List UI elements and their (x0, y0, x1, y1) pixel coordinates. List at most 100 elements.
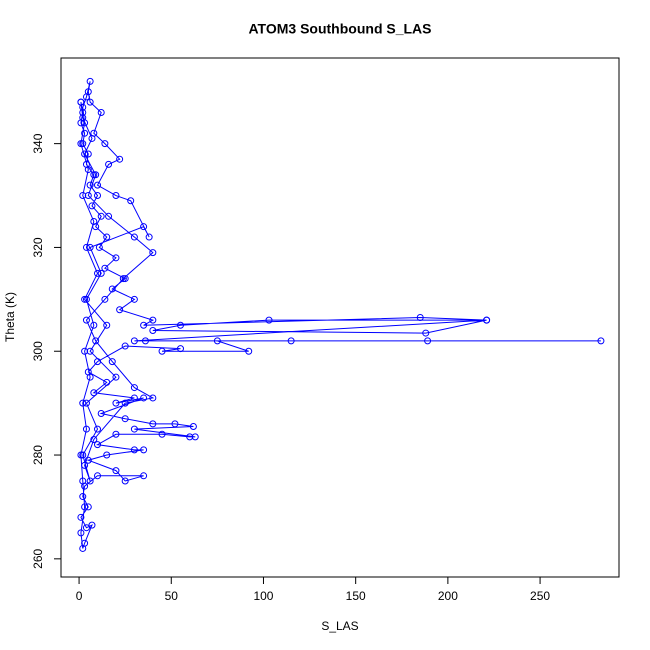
point (77, 140, 85, 148)
point (116, 306, 124, 314)
point (422, 329, 430, 337)
x-axis-label: S_LAS (321, 619, 358, 633)
x-tick-label: 0 (76, 589, 83, 603)
point (116, 155, 124, 163)
point (140, 394, 148, 402)
point (94, 472, 102, 480)
point (79, 114, 87, 122)
point (158, 347, 166, 355)
point (130, 295, 138, 303)
point (90, 435, 98, 443)
point (103, 321, 111, 329)
point (82, 425, 90, 433)
point (130, 425, 138, 433)
chart-title: ATOM3 Southbound S_LAS (248, 21, 431, 37)
y-tick-label: 340 (31, 133, 45, 153)
point (90, 217, 98, 225)
point (81, 295, 89, 303)
point (79, 544, 87, 552)
point (82, 295, 90, 303)
x-tick-label: 50 (165, 589, 179, 603)
point (130, 337, 138, 345)
point (101, 264, 109, 272)
point (141, 337, 149, 345)
point (121, 477, 129, 485)
point (112, 467, 120, 475)
point (158, 430, 166, 438)
point (79, 399, 87, 407)
point (79, 477, 87, 485)
point (86, 243, 94, 251)
point (90, 321, 98, 329)
point (112, 192, 120, 200)
point (213, 337, 221, 345)
y-tick-label: 300 (31, 341, 45, 361)
point (245, 347, 253, 355)
point (86, 373, 94, 381)
point (140, 446, 148, 454)
point (97, 410, 105, 418)
point (108, 285, 116, 293)
point (171, 420, 179, 428)
point (149, 249, 157, 257)
point (101, 140, 109, 148)
point (79, 108, 87, 116)
point (86, 77, 94, 85)
point (77, 529, 85, 537)
point (105, 160, 113, 168)
point (94, 192, 102, 200)
point (97, 108, 105, 116)
point (149, 420, 157, 428)
point (77, 513, 85, 521)
point (149, 326, 157, 334)
point (97, 212, 105, 220)
point (176, 321, 184, 329)
point (79, 451, 87, 459)
point (483, 316, 491, 324)
point (82, 316, 90, 324)
point (86, 181, 94, 189)
point (84, 150, 92, 158)
point (101, 295, 109, 303)
point (77, 451, 85, 459)
point (84, 166, 92, 174)
point (86, 347, 94, 355)
point (119, 275, 127, 283)
y-tick-label: 280 (31, 445, 45, 465)
point (112, 399, 120, 407)
point (130, 446, 138, 454)
point (176, 345, 184, 353)
point (112, 430, 120, 438)
point (81, 461, 89, 469)
point (424, 337, 432, 345)
point (121, 275, 129, 283)
x-tick-label: 200 (438, 589, 458, 603)
point (82, 243, 90, 251)
point (79, 140, 87, 148)
point (597, 337, 605, 345)
point (79, 493, 87, 501)
point (186, 433, 194, 441)
y-tick-label: 260 (31, 549, 45, 569)
point (92, 171, 100, 179)
point (81, 503, 89, 511)
point (108, 358, 116, 366)
point (105, 212, 113, 220)
point (88, 202, 96, 210)
point (149, 394, 157, 402)
point (265, 316, 273, 324)
point (189, 422, 197, 430)
x-tick-label: 250 (530, 589, 550, 603)
point (81, 150, 89, 158)
point (130, 394, 138, 402)
point (94, 425, 102, 433)
point (121, 415, 129, 423)
point (77, 98, 85, 106)
point (82, 524, 90, 532)
point (82, 399, 90, 407)
point (92, 337, 100, 345)
point (130, 233, 138, 241)
point (103, 451, 111, 459)
point (94, 181, 102, 189)
